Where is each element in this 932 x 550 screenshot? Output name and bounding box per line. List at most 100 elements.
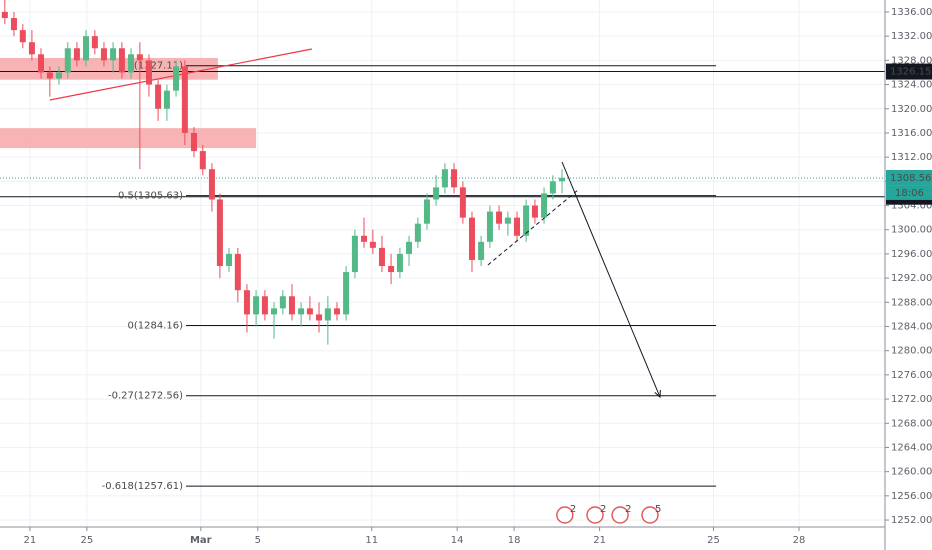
candle-body (433, 187, 440, 200)
candle-body (324, 308, 331, 321)
candle-body (1, 11, 8, 19)
x-tick-label: 28 (793, 535, 806, 546)
x-tick-label: 25 (81, 535, 94, 546)
price-tag: 1326.15 (890, 67, 931, 78)
candle-body (288, 296, 295, 315)
candle-body (199, 151, 206, 170)
candle-body (523, 205, 530, 236)
candle-body (118, 48, 125, 73)
countdown-box (886, 185, 932, 200)
candle-body (64, 48, 71, 73)
arrow-head (654, 390, 661, 399)
candle-body (396, 253, 403, 273)
y-tick-label: 1284.00 (891, 321, 932, 332)
candle-body (253, 296, 260, 315)
fib-label: 0(1284.16) (127, 321, 183, 332)
candle-body (361, 235, 368, 242)
y-tick-label: 1336.00 (891, 7, 932, 18)
candle-body (549, 181, 556, 194)
candle-body (451, 169, 458, 188)
candle-body (163, 90, 170, 109)
candle-body (271, 308, 278, 315)
y-tick-label: 1328.00 (891, 55, 932, 66)
candle-body (136, 54, 143, 61)
candle-body (423, 199, 430, 224)
candle-body (83, 36, 90, 61)
candle-body (531, 205, 538, 218)
candle-body (91, 36, 98, 49)
candle-body (261, 296, 268, 315)
y-tick-label: 1276.00 (891, 370, 932, 381)
candle-body (468, 217, 475, 260)
y-tick-label: 1320.00 (891, 104, 932, 115)
arrow (561, 161, 661, 398)
candle-body (298, 308, 305, 315)
y-tick-label: 1312.00 (891, 152, 932, 163)
price-axis (885, 0, 932, 550)
candle-body (28, 42, 35, 55)
candle-body (155, 84, 162, 109)
y-tick-label: 1256.00 (891, 491, 932, 502)
x-tick-label: 5 (255, 535, 261, 546)
fib-label: 0.5(1305.63) (118, 191, 183, 202)
x-tick-label: 14 (451, 535, 464, 546)
candle-body (100, 48, 107, 61)
candle-body (478, 241, 485, 260)
x-tick-label: 21 (24, 535, 37, 546)
fib-label: -0.27(1272.56) (108, 391, 183, 402)
x-tick-label: 18 (508, 535, 521, 546)
trendline (49, 48, 313, 101)
zone (0, 57, 218, 80)
event-icon (556, 506, 574, 524)
last-price-tag-box (886, 169, 932, 186)
x-tick-label: 11 (365, 535, 378, 546)
y-tick-label: 1332.00 (891, 31, 932, 42)
y-tick-label: 1288.00 (891, 297, 932, 308)
candle-body (190, 132, 197, 152)
candle-body (55, 72, 62, 79)
candle-body (541, 193, 548, 218)
candle-body (504, 217, 511, 224)
y-tick-label: 1316.00 (891, 128, 932, 139)
candle-body (73, 48, 80, 61)
candle-body (145, 60, 152, 85)
candle-body (496, 211, 503, 224)
price-tag-box (886, 63, 932, 80)
candle-body (279, 296, 286, 309)
event-icon (586, 506, 604, 524)
y-tick-label: 1280.00 (891, 346, 932, 357)
candle-body (10, 18, 17, 31)
y-tick-label: 1324.00 (891, 80, 932, 91)
y-tick-label: 1264.00 (891, 442, 932, 453)
candle-body (173, 66, 180, 91)
fib-label: 1(1327.11) (127, 61, 183, 72)
candle-body (406, 241, 413, 254)
event-icon (641, 506, 659, 524)
y-tick-label: 1304.00 (891, 201, 932, 212)
candle-body (19, 30, 26, 43)
countdown: 18:06 (895, 188, 924, 199)
candle-body (378, 247, 385, 267)
x-tick-label: 25 (707, 535, 720, 546)
event-icon (611, 506, 629, 524)
candle-body (243, 290, 250, 315)
candle-body (110, 48, 117, 61)
y-tick-label: 1300.00 (891, 225, 932, 236)
candle-body (441, 169, 448, 188)
candle-body (316, 314, 323, 321)
zone (0, 128, 257, 149)
y-tick-label: 1292.00 (891, 273, 932, 284)
candle-body (226, 253, 233, 267)
event-count: 2 (600, 504, 606, 515)
candle-body (343, 272, 350, 315)
y-tick-label: 1252.00 (891, 515, 932, 526)
candle-body (181, 66, 188, 133)
x-tick-label: Mar (190, 535, 212, 546)
candle-body (38, 54, 45, 73)
candle-body (388, 266, 395, 273)
last-price-tag: 1308.56 (890, 173, 931, 184)
candle-body (459, 187, 466, 218)
candle-body (486, 211, 493, 242)
event-count: 5 (655, 504, 661, 515)
